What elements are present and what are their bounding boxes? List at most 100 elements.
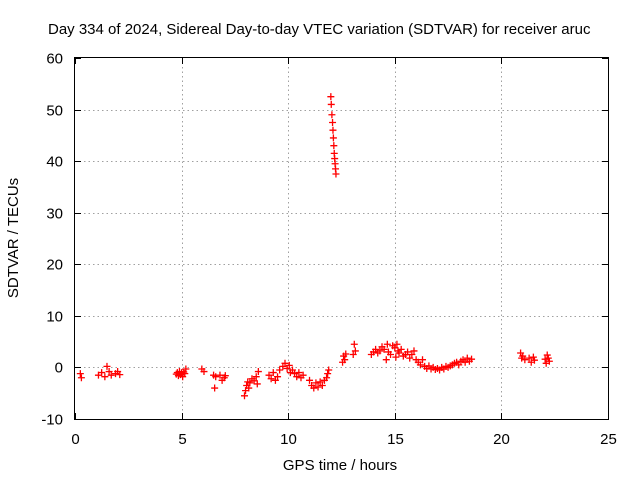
x-tick-label: 25 (600, 431, 617, 448)
data-point (182, 365, 190, 373)
data-point (468, 355, 476, 363)
data-point (271, 376, 279, 384)
x-tick-label: 15 (387, 431, 404, 448)
y-tick-label: 30 (46, 206, 63, 223)
data-point (211, 384, 219, 392)
chart-title: Day 334 of 2024, Sidereal Day-to-day VTE… (48, 21, 591, 38)
data-point (77, 374, 85, 382)
data-point (299, 371, 307, 379)
data-point (76, 370, 84, 378)
y-tick-label: 10 (46, 309, 63, 326)
data-point (349, 351, 357, 359)
data-point (376, 347, 384, 355)
data-point (181, 370, 189, 378)
y-axis-title: SDTVAR / TECUs (5, 178, 22, 298)
data-point (269, 369, 277, 377)
x-tick-label: 0 (71, 431, 79, 448)
data-point (316, 378, 324, 386)
data-point (330, 142, 338, 150)
data-point (408, 351, 416, 359)
y-tick-label: 0 (55, 360, 63, 377)
data-point (285, 361, 293, 369)
x-tick-label: 5 (178, 431, 186, 448)
data-point (543, 351, 551, 359)
data-point (372, 345, 380, 353)
data-point (240, 392, 248, 400)
data-point (323, 374, 331, 382)
data-point (200, 368, 208, 376)
y-tick-label: -10 (41, 412, 63, 429)
data-point (392, 353, 400, 361)
data-point (314, 383, 322, 391)
data-point (350, 340, 358, 348)
data-point (455, 361, 463, 369)
data-point (406, 354, 414, 362)
data-point (325, 366, 333, 374)
data-point (254, 368, 262, 376)
data-point (252, 373, 260, 381)
data-point (410, 347, 418, 355)
data-point (461, 358, 469, 366)
y-tick-label: 20 (46, 257, 63, 274)
data-point (332, 170, 340, 178)
data-point (250, 377, 258, 385)
data-point (387, 351, 395, 359)
grid (75, 58, 608, 419)
x-tick-label: 10 (280, 431, 297, 448)
data-point (103, 362, 111, 370)
data-point (351, 347, 359, 355)
data-point (246, 379, 254, 387)
data-point (395, 349, 403, 357)
data-point (391, 344, 399, 352)
data-point (393, 340, 401, 348)
data-point (545, 357, 553, 365)
data-point (382, 356, 390, 364)
x-axis-title: GPS time / hours (283, 457, 397, 474)
data-point (312, 379, 320, 387)
data-point (329, 126, 337, 134)
data-point (212, 373, 220, 381)
y-tick-label: 60 (46, 51, 63, 68)
data-point (329, 134, 337, 142)
data-point (253, 380, 261, 388)
data-point (276, 366, 284, 374)
x-tick-label: 20 (493, 431, 510, 448)
data-point (245, 384, 253, 392)
data-point (404, 348, 412, 356)
data-point (295, 369, 303, 377)
data-point (419, 356, 427, 364)
data-point (525, 354, 533, 362)
data-point (98, 369, 106, 377)
data-point (318, 381, 326, 389)
data-point (324, 370, 332, 378)
data-point (327, 100, 335, 108)
data-point (274, 373, 282, 381)
data-point (288, 366, 296, 374)
data-point (328, 111, 336, 119)
data-point (116, 371, 124, 379)
data-point (329, 118, 337, 126)
data-point (397, 345, 405, 353)
data-point (416, 361, 424, 369)
data-point (265, 371, 273, 379)
data-point (530, 356, 538, 364)
data-point (267, 375, 275, 383)
data-point (105, 368, 113, 376)
data-point (521, 356, 529, 364)
data-point (519, 352, 527, 360)
data-point (306, 376, 314, 384)
data-point (310, 384, 318, 392)
data-point (107, 371, 115, 379)
data-point (544, 354, 552, 362)
data-point (293, 373, 301, 381)
data-point (101, 373, 109, 381)
data-point (380, 345, 388, 353)
data-point (383, 340, 391, 348)
y-tick-label: 50 (46, 103, 63, 120)
data-point (281, 359, 289, 367)
data-point (221, 372, 229, 380)
data-point (327, 93, 335, 101)
axis-ticks: -10 0 10 20 30 40 50 60 0 5 10 15 20 25 (41, 51, 617, 449)
data-point (341, 356, 349, 364)
